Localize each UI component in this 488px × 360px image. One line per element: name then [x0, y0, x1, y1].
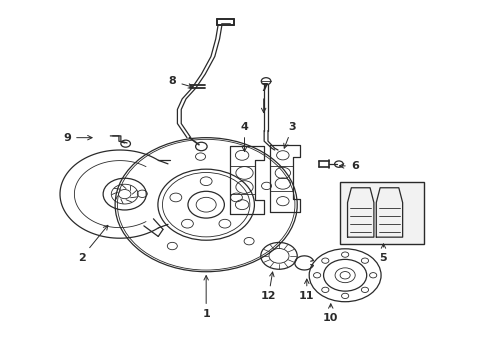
Text: 5: 5 — [379, 244, 386, 262]
Text: 7: 7 — [259, 83, 267, 113]
Text: 8: 8 — [168, 76, 192, 88]
Text: 1: 1 — [202, 276, 210, 319]
Text: 12: 12 — [260, 272, 276, 301]
Text: 11: 11 — [299, 279, 314, 301]
Text: 9: 9 — [63, 133, 92, 143]
Text: 6: 6 — [339, 161, 358, 171]
Text: 2: 2 — [78, 225, 108, 262]
Text: 4: 4 — [240, 122, 248, 152]
Bar — [340, 182, 424, 243]
Text: 10: 10 — [323, 304, 338, 323]
Text: 3: 3 — [283, 122, 296, 148]
Circle shape — [261, 78, 270, 85]
